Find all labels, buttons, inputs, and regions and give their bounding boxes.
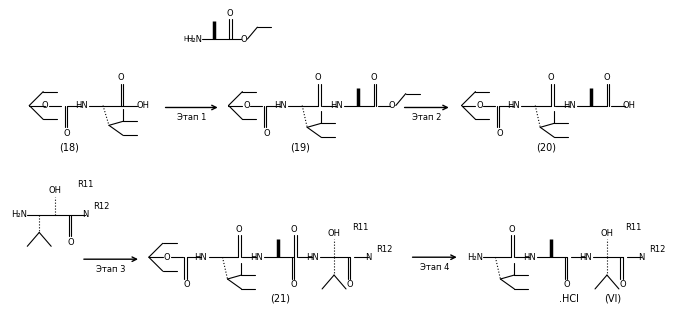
Text: O: O xyxy=(476,101,483,110)
Text: HN: HN xyxy=(250,253,262,262)
Text: OH: OH xyxy=(327,229,341,238)
Text: O: O xyxy=(163,253,170,262)
Text: O: O xyxy=(263,129,269,138)
Text: HN: HN xyxy=(306,253,318,262)
Text: (21): (21) xyxy=(270,294,290,304)
Text: O: O xyxy=(243,101,250,110)
Text: H₂N: H₂N xyxy=(468,253,484,262)
Text: R12: R12 xyxy=(649,245,665,254)
Text: OH: OH xyxy=(136,101,149,110)
Text: HN: HN xyxy=(194,253,207,262)
Text: R11: R11 xyxy=(625,223,641,232)
Text: O: O xyxy=(42,101,49,110)
Text: O: O xyxy=(564,281,570,290)
Text: O: O xyxy=(389,101,395,110)
Text: Этап 4: Этап 4 xyxy=(420,263,450,272)
Text: HN: HN xyxy=(507,101,520,110)
Text: Этап 3: Этап 3 xyxy=(96,265,126,274)
Text: (19): (19) xyxy=(290,142,310,152)
Text: O: O xyxy=(371,73,377,82)
Text: O: O xyxy=(315,73,322,82)
Text: OH: OH xyxy=(600,229,614,238)
Text: R12: R12 xyxy=(93,202,110,211)
Text: O: O xyxy=(291,225,297,234)
Text: HN: HN xyxy=(274,101,287,110)
Text: R11: R11 xyxy=(352,223,369,232)
Text: O: O xyxy=(291,281,297,290)
Text: O: O xyxy=(620,281,626,290)
Text: H: H xyxy=(183,36,188,42)
Text: N: N xyxy=(638,253,644,262)
Text: O: O xyxy=(347,281,353,290)
Text: O: O xyxy=(496,129,503,138)
Text: N: N xyxy=(365,253,371,262)
Text: Этап 1: Этап 1 xyxy=(177,113,207,122)
Text: O: O xyxy=(117,73,124,82)
Text: (20): (20) xyxy=(536,142,556,152)
Text: H₂N: H₂N xyxy=(11,210,27,219)
Text: O: O xyxy=(64,129,70,138)
Text: (18): (18) xyxy=(59,142,79,152)
Text: O: O xyxy=(604,73,610,82)
Text: R12: R12 xyxy=(376,245,392,254)
Text: O: O xyxy=(235,225,242,234)
Text: .HCl: .HCl xyxy=(559,294,579,304)
Text: N: N xyxy=(82,210,88,219)
Text: HN: HN xyxy=(579,253,591,262)
Text: HN: HN xyxy=(523,253,535,262)
Text: HN: HN xyxy=(329,101,343,110)
Text: O: O xyxy=(508,225,514,234)
Text: O: O xyxy=(548,73,554,82)
Text: Этап 2: Этап 2 xyxy=(412,113,441,122)
Text: R11: R11 xyxy=(77,180,94,189)
Text: O: O xyxy=(68,238,75,247)
Text: OH: OH xyxy=(623,101,635,110)
Text: ₂: ₂ xyxy=(190,37,192,41)
Text: HN: HN xyxy=(563,101,575,110)
Text: O: O xyxy=(240,35,246,43)
Text: O: O xyxy=(226,9,233,18)
Text: (VI): (VI) xyxy=(604,294,621,304)
Text: HN: HN xyxy=(75,101,87,110)
Text: OH: OH xyxy=(49,186,61,195)
Text: H₂N: H₂N xyxy=(186,35,202,43)
Text: O: O xyxy=(184,281,190,290)
